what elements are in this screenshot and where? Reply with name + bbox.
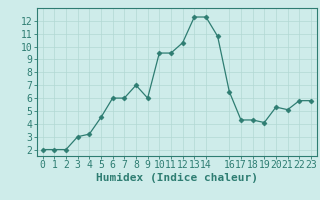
X-axis label: Humidex (Indice chaleur): Humidex (Indice chaleur) [96, 173, 258, 183]
